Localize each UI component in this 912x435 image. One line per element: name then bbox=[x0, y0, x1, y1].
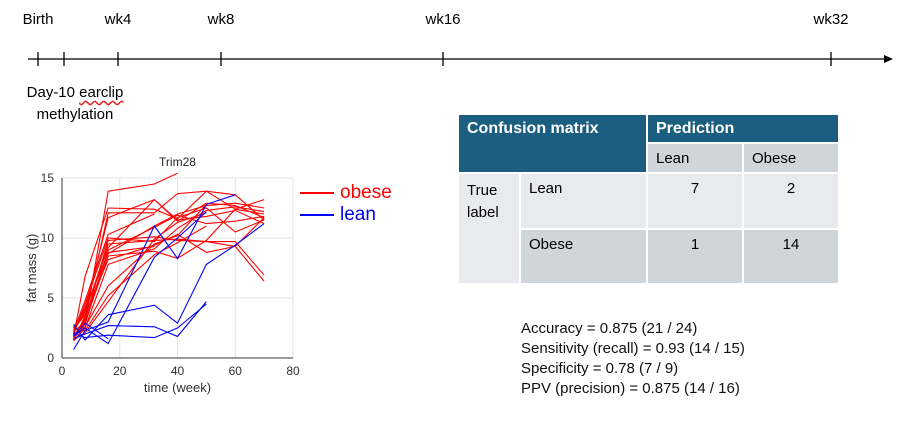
x-tick-label: 60 bbox=[229, 364, 243, 378]
x-axis-label: time (week) bbox=[144, 380, 211, 395]
true-label-header: True label bbox=[457, 172, 521, 285]
legend-line-obese bbox=[300, 192, 334, 194]
series-line-lean-19 bbox=[73, 211, 207, 345]
y-tick-label: 0 bbox=[47, 351, 54, 365]
earclip-text: earclip bbox=[79, 84, 124, 101]
pred-obese-header: Obese bbox=[742, 142, 840, 174]
timeline-label-wk32: wk32 bbox=[813, 11, 849, 28]
timeline-label-wk8: wk8 bbox=[207, 11, 235, 28]
cell-obese-lean: 1 bbox=[646, 228, 744, 285]
y-axis-label: fat mass (g) bbox=[24, 234, 39, 303]
series-line-obese-16 bbox=[73, 213, 155, 332]
y-tick-label: 15 bbox=[41, 171, 55, 185]
timeline-label-wk4: wk4 bbox=[104, 11, 132, 28]
fat-mass-chart: 0 20 40 60 80 0 5 10 15 Trim28 time (week) fat mass… bbox=[24, 155, 300, 395]
y-tick-label: 10 bbox=[41, 231, 55, 245]
matrix-title: Confusion matrix bbox=[457, 113, 648, 174]
timeline-label-wk16: wk16 bbox=[425, 11, 461, 28]
series-line-obese-8 bbox=[73, 202, 265, 334]
series-line-obese-1 bbox=[73, 190, 265, 337]
pred-lean-header: Lean bbox=[646, 142, 744, 174]
cell-lean-lean: 7 bbox=[646, 172, 744, 230]
methylation-text: methylation bbox=[36, 106, 114, 123]
day10-label: Day-10 earclip methylation bbox=[10, 82, 140, 126]
row-lean-label: Lean bbox=[519, 172, 648, 230]
x-tick-label: 80 bbox=[286, 364, 300, 378]
x-tick-label: 0 bbox=[59, 364, 66, 378]
series-line-lean-20 bbox=[73, 223, 265, 341]
timeline-label-birth: Birth bbox=[22, 11, 54, 28]
legend-label-obese: obese bbox=[340, 182, 392, 203]
series-line-obese-11 bbox=[73, 206, 265, 342]
series-line-obese-17 bbox=[73, 245, 155, 338]
cell-lean-obese: 2 bbox=[742, 172, 840, 230]
prediction-header: Prediction bbox=[646, 113, 840, 144]
metrics: Accuracy = 0.875 (21 / 24) Sensitivity (… bbox=[521, 319, 745, 399]
row-obese-label: Obese bbox=[519, 228, 648, 285]
cell-obese-obese: 14 bbox=[742, 228, 840, 285]
x-tick-label: 40 bbox=[171, 364, 185, 378]
accuracy: Accuracy = 0.875 (21 / 24) bbox=[521, 320, 698, 337]
series-line-lean-23 bbox=[73, 322, 109, 340]
x-tick-label: 20 bbox=[113, 364, 127, 378]
series-line-obese-13 bbox=[73, 204, 207, 337]
series-line-obese-9 bbox=[73, 208, 265, 336]
series-line-lean-18 bbox=[73, 194, 236, 350]
sensitivity: Sensitivity (recall) = 0.93 (14 / 15) bbox=[521, 340, 745, 357]
series-line-lean-22 bbox=[73, 303, 207, 339]
legend-obese: obese bbox=[300, 182, 392, 204]
confusion-matrix: Confusion matrix Prediction Lean Obese T… bbox=[457, 113, 840, 285]
chart-title: Trim28 bbox=[159, 155, 196, 169]
series-line-obese-4 bbox=[73, 207, 265, 335]
legend-line-lean bbox=[300, 214, 334, 216]
day10-text: Day-10 bbox=[26, 84, 80, 101]
specificity: Specificity = 0.78 (7 / 9) bbox=[521, 360, 679, 377]
ppv: PPV (precision) = 0.875 (14 / 16) bbox=[521, 380, 740, 397]
series-line-obese-12 bbox=[73, 198, 265, 328]
series-line-lean-21 bbox=[73, 301, 207, 340]
legend-label-lean: lean bbox=[340, 204, 376, 225]
timeline bbox=[28, 52, 893, 66]
arrow-head-icon bbox=[884, 55, 893, 63]
legend-lean: lean bbox=[300, 204, 392, 226]
y-tick-label: 5 bbox=[47, 291, 54, 305]
chart-legend: obese lean bbox=[300, 182, 392, 226]
